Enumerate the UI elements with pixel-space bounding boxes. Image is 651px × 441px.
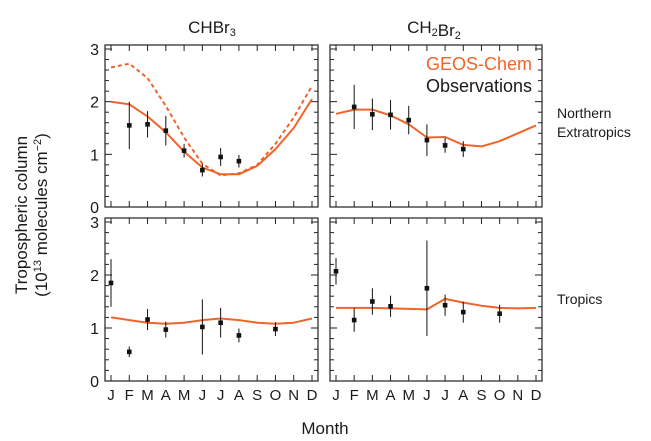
x-tick-label: J <box>441 387 449 404</box>
x-tick-label: J <box>107 387 115 404</box>
y-tick-label: 1 <box>90 321 99 338</box>
observation-point <box>424 137 430 143</box>
x-tick-label: O <box>270 387 282 404</box>
x-tick-label: A <box>458 387 468 404</box>
column-title-ch2br2: CH2Br2 <box>407 18 461 42</box>
y-tick-label: 3 <box>90 215 99 232</box>
legend-entry-geos-chem: GEOS-Chem <box>426 54 532 74</box>
x-tick-label: D <box>307 387 318 404</box>
x-tick-label: A <box>161 387 171 404</box>
x-tick-label: J <box>217 387 225 404</box>
observation-point <box>388 112 393 118</box>
observation-point <box>145 122 150 127</box>
observation-point <box>370 112 375 117</box>
x-tick-label: N <box>288 387 299 404</box>
model-line-dashed <box>110 62 313 177</box>
row-label-northern-extratropics: Northern Extratropics <box>557 105 631 140</box>
row-label-tropics: Tropics <box>557 291 602 307</box>
model-line-solid <box>110 316 313 325</box>
observation-point <box>163 327 169 332</box>
svg-text:Northern: Northern <box>557 105 611 121</box>
panel-frame <box>329 217 543 382</box>
observation-point <box>460 309 466 315</box>
legend-entry-observations: Observations <box>426 76 532 96</box>
observation-point <box>333 268 339 274</box>
y-tick-label: 2 <box>90 95 99 112</box>
observation-point <box>424 285 430 291</box>
x-tick-label: S <box>252 387 262 404</box>
observation-point <box>236 158 242 164</box>
x-tick-label: J <box>332 387 340 404</box>
observation-point <box>145 317 150 322</box>
observation-point <box>442 143 448 148</box>
observation-point <box>126 123 132 128</box>
observation-point <box>388 303 393 309</box>
panel-frame <box>104 217 319 382</box>
x-tick-label: J <box>199 387 207 404</box>
y-tick-label: 0 <box>90 200 99 217</box>
y-tick-label: 1 <box>90 147 99 164</box>
observation-point <box>200 324 205 330</box>
x-tick-label: A <box>386 387 396 404</box>
y-axis-label-line1: Tropospheric column <box>12 136 31 294</box>
x-tick-label: O <box>494 387 506 404</box>
x-tick-label: F <box>125 387 134 404</box>
observation-point <box>236 333 242 338</box>
svg-text:Extratropics: Extratropics <box>557 124 631 140</box>
x-tick-label: A <box>234 387 244 404</box>
observation-point <box>200 167 205 173</box>
panel-top-right <box>329 44 543 208</box>
model-line-solid <box>336 297 537 311</box>
observation-point <box>163 128 169 133</box>
x-tick-label: D <box>531 387 542 404</box>
observation-point <box>370 299 375 304</box>
observation-point <box>406 117 412 123</box>
x-tick-label: S <box>476 387 486 404</box>
y-axis-label: Tropospheric column (1013 molecules cm−2… <box>12 133 51 297</box>
observation-point <box>351 317 357 323</box>
x-tick-label: F <box>350 387 359 404</box>
y-tick-label: 0 <box>90 374 99 391</box>
panel-frame <box>104 44 319 208</box>
column-title-chbr3: CHBr3 <box>188 18 236 39</box>
x-axis-label: Month <box>301 419 348 438</box>
observation-point <box>497 311 502 316</box>
legend: GEOS-Chem Observations <box>426 54 532 96</box>
y-axis-label-unit: (1013 molecules cm−2) <box>32 133 51 297</box>
observation-point <box>181 148 187 153</box>
observation-point <box>460 146 466 152</box>
observation-point <box>351 104 357 110</box>
panel-top-left: 0 1 2 3 <box>90 42 319 217</box>
observation-point <box>218 154 223 160</box>
x-tick-label: M <box>141 387 154 404</box>
observation-point <box>108 280 114 286</box>
model-line-solid <box>110 98 313 176</box>
x-tick-label: N <box>512 387 523 404</box>
x-tick-label: M <box>402 387 415 404</box>
observation-point <box>126 349 132 355</box>
observation-point <box>218 320 223 325</box>
observation-point <box>442 302 448 308</box>
y-tick-label: 3 <box>90 42 99 59</box>
y-tick-label: 2 <box>90 268 99 285</box>
x-tick-label: M <box>178 387 191 404</box>
x-tick-label: J <box>423 387 431 404</box>
model-line-solid <box>335 108 537 148</box>
panel-frame <box>329 44 543 208</box>
observation-point <box>273 326 278 332</box>
x-tick-label: M <box>366 387 379 404</box>
